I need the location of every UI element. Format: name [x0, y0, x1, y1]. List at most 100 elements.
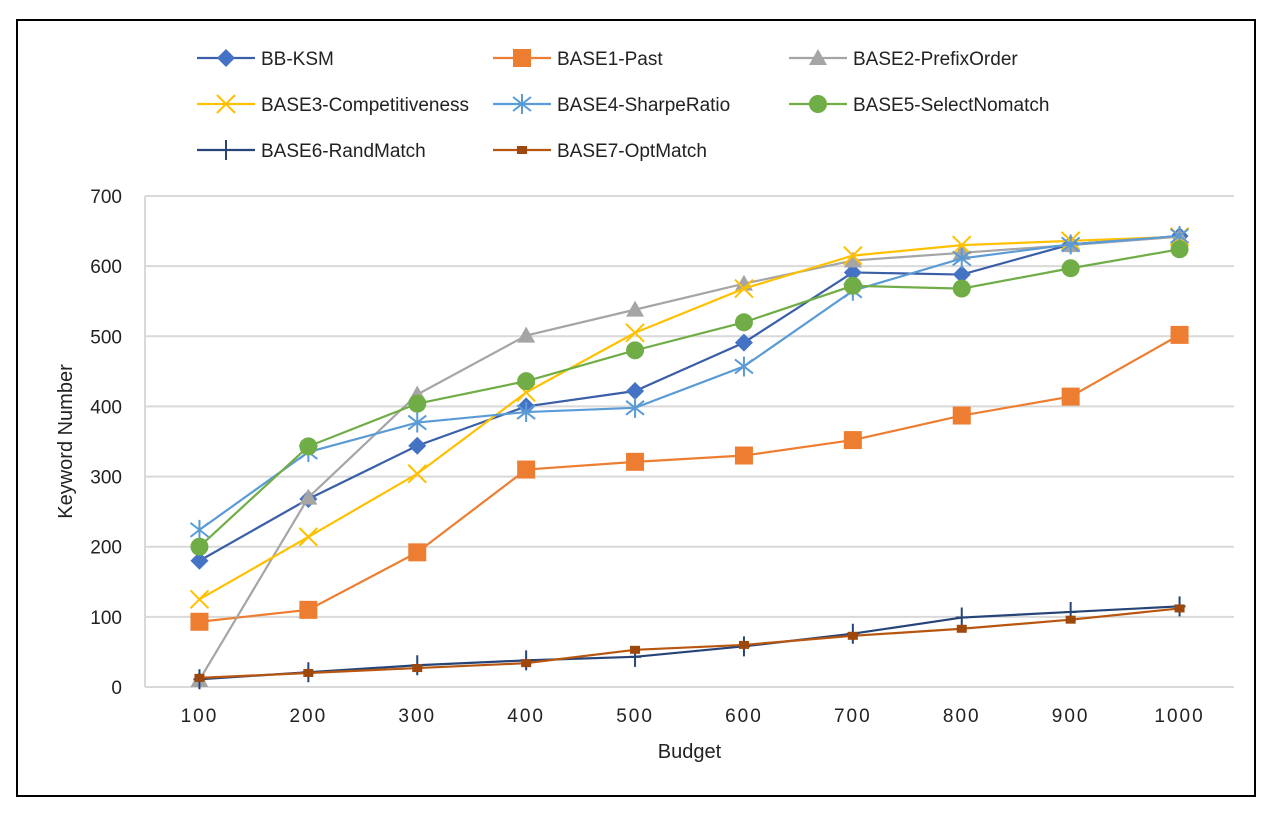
data-point-base7-optmatch: [956, 624, 967, 633]
x-tick-label: 400: [507, 706, 545, 727]
data-point-base7-optmatch: [847, 631, 858, 640]
data-point-base5-selectnomatch: [843, 276, 862, 295]
series-line-base7-optmatch: [199, 607, 1180, 679]
data-point-base7-optmatch: [1065, 615, 1076, 624]
legend-label: BASE1-Past: [557, 49, 663, 70]
legend-marker-icon: [513, 49, 531, 67]
data-point-bb-ksm: [952, 265, 971, 284]
data-point-base1-past: [1061, 387, 1080, 406]
legend-item-base1-past: BASE1-Past: [493, 49, 663, 70]
series-base1-past: [190, 325, 1189, 631]
data-point-base1-past: [190, 612, 209, 631]
data-point-base5-selectnomatch: [517, 372, 536, 391]
data-point-base3-competitiveness: [407, 464, 427, 484]
data-point-base7-optmatch: [521, 659, 532, 668]
y-tick-label: 400: [90, 397, 122, 418]
legend-item-base5-selectnomatch: BASE5-SelectNomatch: [789, 95, 1049, 116]
data-point-base2-prefixorder: [299, 488, 318, 505]
data-point-base1-past: [952, 406, 971, 425]
x-tick-label: 900: [1052, 706, 1090, 727]
data-point-bb-ksm: [626, 381, 645, 400]
data-point-base1-past: [626, 452, 645, 471]
legend-marker-icon: [220, 140, 232, 160]
legend-label: BASE2-PrefixOrder: [853, 49, 1018, 70]
data-point-base4-sharperatio: [189, 519, 210, 540]
data-point-base7-optmatch: [738, 640, 749, 649]
series-line-base3-competitiveness: [198, 235, 1180, 601]
y-tick-label: 0: [111, 678, 122, 699]
data-point-base5-selectnomatch: [734, 313, 753, 332]
series-base5-selectnomatch: [190, 240, 1189, 556]
series-base3-competitiveness: [189, 226, 1190, 610]
data-point-base1-past: [734, 446, 753, 465]
x-tick-label: 600: [725, 706, 763, 727]
legend-item-base7-optmatch: BASE7-OptMatch: [493, 141, 707, 162]
legend-item-base6-randmatch: BASE6-RandMatch: [197, 140, 426, 162]
data-point-base5-selectnomatch: [190, 537, 209, 556]
legend-item-base2-prefixorder: BASE2-PrefixOrder: [789, 49, 1018, 70]
y-axis-title: Keyword Number: [55, 364, 77, 519]
legend-label: BASE7-OptMatch: [557, 141, 707, 162]
data-point-base1-past: [299, 600, 318, 619]
data-point-base5-selectnomatch: [626, 341, 645, 360]
data-point-base5-selectnomatch: [299, 437, 318, 456]
data-point-base1-past: [1170, 325, 1189, 344]
series-line-base6-randmatch: [199, 605, 1180, 681]
y-tick-label: 300: [90, 468, 122, 489]
data-point-base3-competitiveness: [298, 527, 319, 547]
y-tick-label: 100: [90, 608, 122, 629]
data-point-base7-optmatch: [303, 668, 314, 677]
legend-item-bb-ksm: BB-KSM: [197, 49, 334, 70]
legend-marker-icon: [809, 49, 827, 65]
y-tick-label: 700: [90, 187, 122, 208]
series-base6-randmatch: [193, 596, 1186, 690]
legend-label: BASE6-RandMatch: [261, 141, 426, 162]
series-line-bb-ksm: [198, 234, 1180, 562]
data-point-base3-competitiveness: [625, 323, 645, 343]
y-tick-label: 500: [90, 327, 122, 348]
data-point-base3-competitiveness: [734, 278, 754, 299]
data-point-base3-competitiveness: [843, 245, 863, 266]
legend-label: BASE3-Competitiveness: [261, 95, 469, 116]
data-point-bb-ksm: [190, 551, 209, 570]
series-line-base5-selectnomatch: [198, 248, 1180, 548]
data-point-bb-ksm: [843, 263, 862, 282]
data-point-base2-prefixorder: [517, 326, 536, 343]
data-point-base7-optmatch: [630, 645, 641, 654]
data-point-base5-selectnomatch: [952, 279, 971, 298]
legend-marker-icon: [512, 94, 532, 114]
legend-marker-icon: [216, 94, 236, 114]
x-tick-label: 100: [181, 706, 219, 727]
legend-item-base4-sharperatio: BASE4-SharpeRatio: [493, 94, 730, 116]
data-point-base6-randmatch: [955, 607, 968, 628]
data-point-base3-competitiveness: [189, 589, 210, 610]
data-point-base4-sharperatio: [952, 248, 972, 269]
data-point-base7-optmatch: [1174, 604, 1185, 613]
data-point-base5-selectnomatch: [408, 394, 427, 413]
series-line-base4-sharperatio: [198, 234, 1180, 531]
data-point-base5-selectnomatch: [1170, 240, 1189, 259]
data-point-base4-sharperatio: [407, 412, 427, 433]
data-point-base4-sharperatio: [1061, 234, 1081, 255]
data-point-base7-optmatch: [194, 673, 205, 682]
series-base2-prefixorder: [190, 227, 1189, 687]
data-point-base3-competitiveness: [952, 235, 972, 255]
x-tick-label: 700: [834, 706, 872, 727]
y-tick-label: 600: [90, 257, 122, 278]
x-tick-label: 300: [398, 706, 436, 727]
data-point-base2-prefixorder: [626, 300, 645, 317]
series-base7-optmatch: [194, 604, 1185, 682]
y-tick-label: 200: [90, 538, 122, 559]
data-point-base4-sharperatio: [516, 402, 536, 423]
data-point-base2-prefixorder: [843, 251, 862, 268]
legend-item-base3-competitiveness: BASE3-Competitiveness: [197, 94, 469, 116]
data-point-base7-optmatch: [412, 664, 423, 673]
legend-marker-icon: [217, 49, 235, 67]
series-line-base1-past: [199, 333, 1181, 623]
data-point-base1-past: [408, 543, 427, 562]
series-base4-sharperatio: [189, 225, 1190, 540]
data-point-base1-past: [517, 460, 536, 479]
legend-marker-icon: [809, 95, 827, 113]
data-point-base4-sharperatio: [625, 397, 645, 418]
